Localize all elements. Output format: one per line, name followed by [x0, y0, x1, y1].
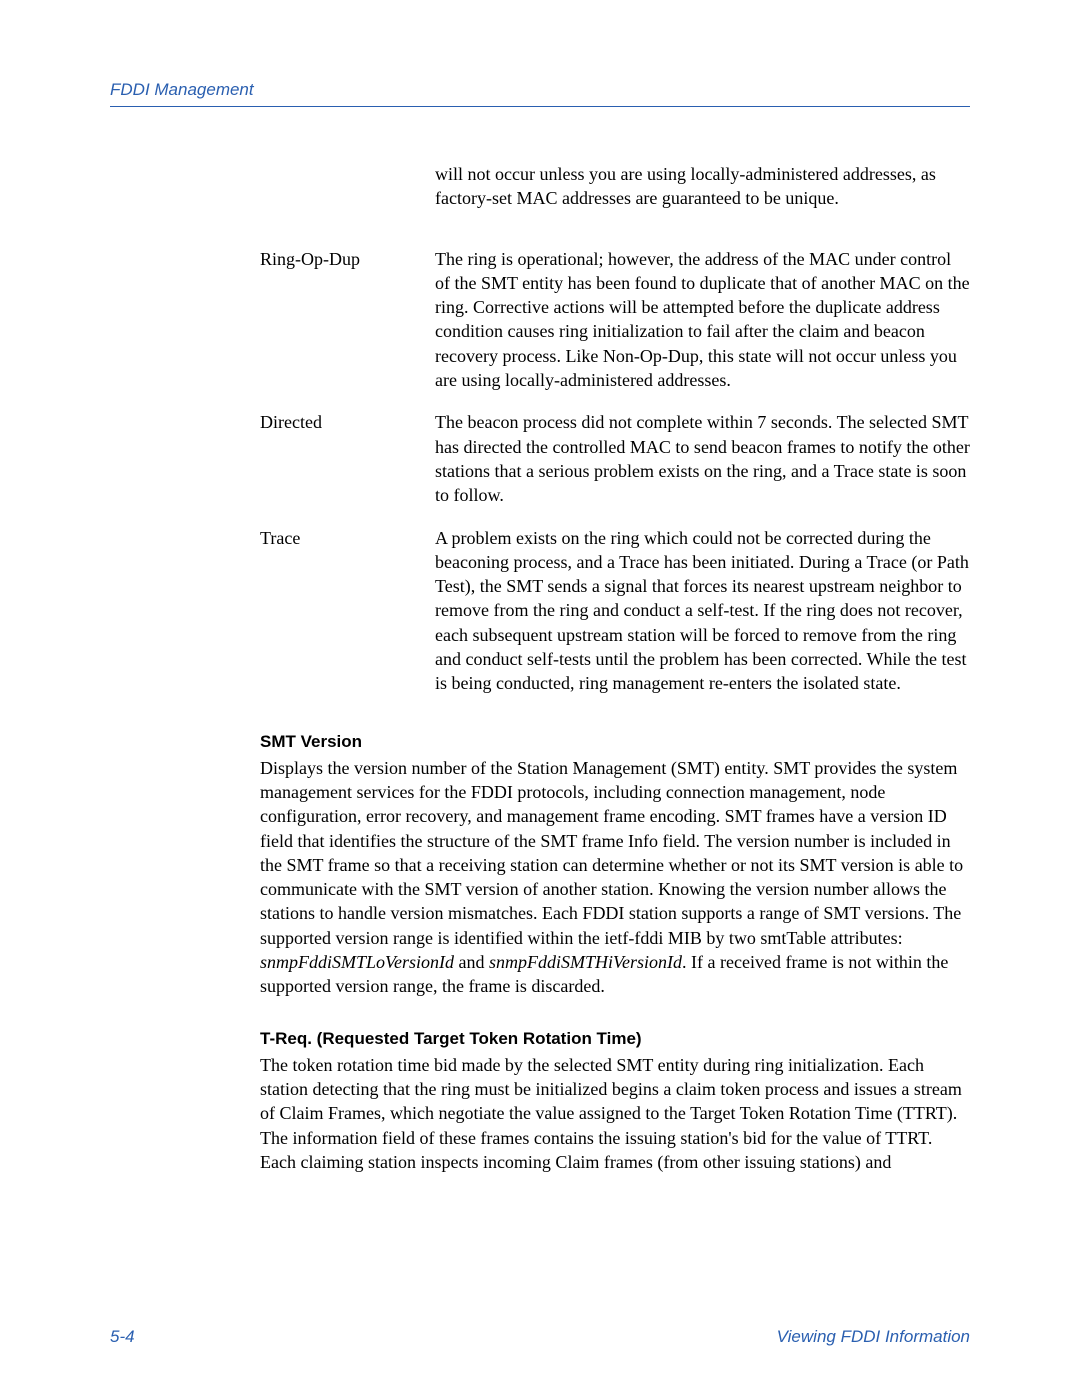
section-t-req: T-Req. (Requested Target Token Rotation … — [260, 1029, 970, 1174]
smt-ital-2: snmpFddiSMTHiVersionId — [489, 952, 682, 972]
page-footer: 5-4 Viewing FDDI Information — [110, 1327, 970, 1347]
heading-t-req: T-Req. (Requested Target Token Rotation … — [260, 1029, 970, 1049]
page-header: FDDI Management — [110, 80, 970, 107]
def-ring-op-dup: The ring is operational; however, the ad… — [435, 247, 970, 393]
term-directed: Directed — [260, 410, 435, 507]
orphan-definition: will not occur unless you are using loca… — [435, 162, 970, 211]
heading-smt-version: SMT Version — [260, 732, 970, 752]
term-trace: Trace — [260, 526, 435, 696]
body-smt-version: Displays the version number of the Stati… — [260, 756, 970, 999]
treq-body-pre: The token rotation time bid made by the … — [260, 1055, 962, 1172]
def-directed: The beacon process did not complete with… — [435, 410, 970, 507]
page: FDDI Management will not occur unless yo… — [0, 0, 1080, 1397]
definition-list: will not occur unless you are using loca… — [260, 162, 970, 696]
page-content: will not occur unless you are using loca… — [260, 162, 970, 1174]
section-smt-version: SMT Version Displays the version number … — [260, 732, 970, 999]
footer-page-number: 5-4 — [110, 1327, 135, 1347]
footer-section-title: Viewing FDDI Information — [777, 1327, 970, 1347]
body-t-req: The token rotation time bid made by the … — [260, 1053, 970, 1174]
def-trace: A problem exists on the ring which could… — [435, 526, 970, 696]
term-empty — [260, 162, 435, 229]
smt-mid-1: and — [454, 952, 489, 972]
term-ring-op-dup: Ring-Op-Dup — [260, 247, 435, 393]
smt-body-pre: Displays the version number of the Stati… — [260, 758, 963, 948]
smt-ital-1: snmpFddiSMTLoVersionId — [260, 952, 454, 972]
header-title: FDDI Management — [110, 80, 254, 99]
